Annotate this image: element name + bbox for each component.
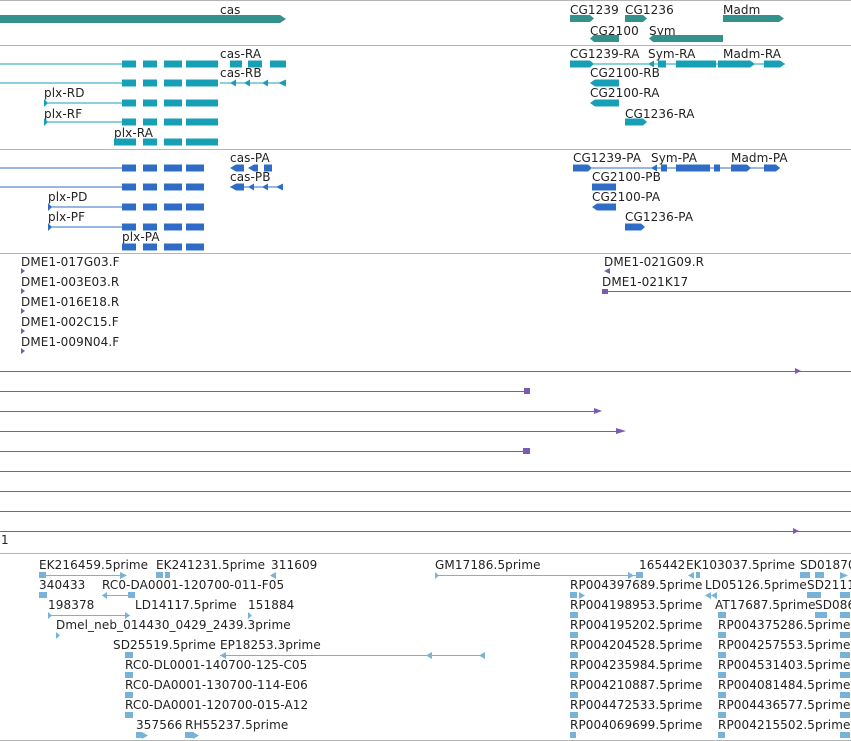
transcript-label[interactable]: Sym-RA (648, 47, 696, 61)
gene-label[interactable]: Madm (723, 3, 761, 17)
gene-label[interactable]: Sym (649, 24, 676, 38)
est-label[interactable]: 151884 (248, 598, 295, 612)
clone-label[interactable]: DME1-003E03.R (21, 275, 120, 289)
est-label[interactable]: 198378 (48, 598, 95, 612)
est-label[interactable]: RP004235984.5prime (570, 658, 703, 672)
est-label[interactable]: SD086 (815, 598, 851, 612)
est-label[interactable]: RP004204528.5prime (570, 638, 703, 652)
transcript-label[interactable]: Madm-RA (723, 47, 782, 61)
est-label[interactable]: RP004081484.5prime (718, 678, 851, 692)
gene-glyph-CG2100[interactable] (594, 35, 619, 42)
cds-label[interactable]: Madm-PA (731, 151, 788, 165)
est-label[interactable]: RP004472533.5prime (570, 698, 703, 712)
gene-track: cas CG1239 CG1236 Madm CG2100 Sym (0, 0, 851, 45)
est-label[interactable]: RP004257553.5prime (718, 638, 851, 652)
est-label[interactable]: RP004397689.5prime (570, 578, 703, 592)
cds-label[interactable]: CG2100-PB (592, 170, 661, 184)
est-label[interactable]: GM17186.5prime (435, 558, 541, 572)
est-label[interactable]: RC0-DA0001-130700-114-E06 (125, 678, 308, 692)
est-label[interactable]: Dmel_neb_014430_0429_2439.3prime (56, 618, 291, 632)
clone-track: DME1-017G03.F DME1-003E03.R DME1-016E18.… (0, 253, 851, 553)
est-label[interactable]: RP004531403.5prime (718, 658, 851, 672)
cds-track: cas-PA cas-PB plx-PD plx-PF plx-PA CG123… (0, 149, 851, 253)
est-label[interactable]: RC0-DL0001-140700-125-C05 (125, 658, 308, 672)
gene-glyph-CG1236[interactable] (625, 15, 643, 22)
est-label[interactable]: RH55237.5prime (185, 718, 289, 732)
est-label[interactable]: AT17687.5prime (715, 598, 816, 612)
est-label[interactable]: RP004215502.5prime (718, 718, 851, 732)
cds-label[interactable]: cas-PB (230, 170, 271, 184)
est-glyphs (39, 572, 850, 739)
cds-label[interactable]: Sym-PA (651, 151, 698, 165)
est-label[interactable]: 311609 (271, 558, 318, 572)
transcript-label[interactable]: cas-RB (220, 66, 262, 80)
est-label[interactable]: SD2111 (807, 578, 851, 592)
est-label[interactable]: 165442 (639, 558, 686, 572)
est-label[interactable]: RP004195202.5prime (570, 618, 703, 632)
gene-glyph-CG1239[interactable] (570, 15, 590, 22)
gene-glyph-cas[interactable] (0, 15, 280, 23)
est-label[interactable]: RP004375286.5prime (718, 618, 851, 632)
clone-label[interactable]: DME1-016E18.R (21, 295, 120, 309)
clone-label[interactable]: DME1-021G09.R (604, 255, 705, 269)
track-divider (0, 553, 851, 554)
gene-glyph-Madm[interactable] (723, 15, 779, 22)
track-divider (0, 149, 851, 150)
gene-glyph-Sym[interactable] (653, 35, 723, 42)
track-divider (0, 0, 851, 1)
est-label[interactable]: RC0-DA0001-120700-015-A12 (125, 698, 309, 712)
transcript-label[interactable]: cas-RA (220, 47, 262, 61)
cds-label[interactable]: plx-PD (48, 190, 88, 204)
cds-label[interactable]: cas-PA (230, 151, 270, 165)
est-label[interactable]: EK241231.5prime (156, 558, 266, 572)
est-label[interactable]: RP004210887.5prime (570, 678, 703, 692)
clone-label[interactable]: DME1-009N04.F (21, 335, 120, 349)
est-label[interactable]: RC0-DA0001-120700-011-F05 (102, 578, 285, 592)
est-label[interactable]: LD14117.5prime (135, 598, 237, 612)
est-label[interactable]: RP004436577.5prime (718, 698, 851, 712)
transcript-label[interactable]: CG2100-RA (590, 86, 660, 100)
clone-glyphs (0, 268, 851, 534)
transcript-track: cas-RA cas-RB plx-RD plx-RF plx-RA CG123… (0, 45, 851, 149)
transcript-label[interactable]: CG2100-RB (590, 66, 661, 80)
gene-glyphs (0, 15, 784, 42)
est-label[interactable]: 340433 (39, 578, 86, 592)
est-label[interactable]: EK216459.5prime (39, 558, 149, 572)
est-label[interactable]: RP004198953.5prime (570, 598, 703, 612)
cds-label[interactable]: CG2100-PA (592, 190, 661, 204)
est-label[interactable]: LD05126.5prime (705, 578, 807, 592)
cds-glyphs (0, 164, 780, 251)
gene-label[interactable]: CG1236 (625, 3, 674, 17)
cds-label[interactable]: plx-PA (122, 230, 160, 244)
cds-label[interactable]: CG1236-PA (625, 210, 694, 224)
transcript-label[interactable]: plx-RD (44, 86, 85, 100)
est-label[interactable]: SD01870 (800, 558, 851, 572)
track-divider (0, 253, 851, 254)
transcript-label[interactable]: plx-RF (44, 107, 83, 121)
track-divider (0, 45, 851, 46)
est-label[interactable]: RP004069699.5prime (570, 718, 703, 732)
est-label[interactable]: EK103037.5prime (686, 558, 796, 572)
clone-label[interactable]: DME1-002C15.F (21, 315, 119, 329)
cds-label[interactable]: plx-PF (48, 210, 86, 224)
gene-label[interactable]: cas (220, 3, 241, 17)
transcript-label[interactable]: plx-RA (114, 126, 154, 140)
clone-label[interactable]: DME1-017G03.F (21, 255, 120, 269)
transcript-label[interactable]: CG1239-RA (570, 47, 640, 61)
est-label[interactable]: SD25519.5prime (113, 638, 216, 652)
clone-row-label: 1 (1, 533, 9, 547)
transcript-label[interactable]: CG1236-RA (625, 107, 695, 121)
clone-label[interactable]: DME1-021K17 (602, 275, 689, 289)
gene-label[interactable]: CG2100 (590, 24, 639, 38)
gene-label[interactable]: CG1239 (570, 3, 619, 17)
est-label[interactable]: EP18253.3prime (220, 638, 321, 652)
cds-label[interactable]: CG1239-PA (573, 151, 642, 165)
est-track: EK216459.5prime EK241231.5prime 311609 G… (0, 553, 851, 741)
est-label[interactable]: 357566 (136, 718, 183, 732)
transcript-glyphs (0, 60, 785, 146)
